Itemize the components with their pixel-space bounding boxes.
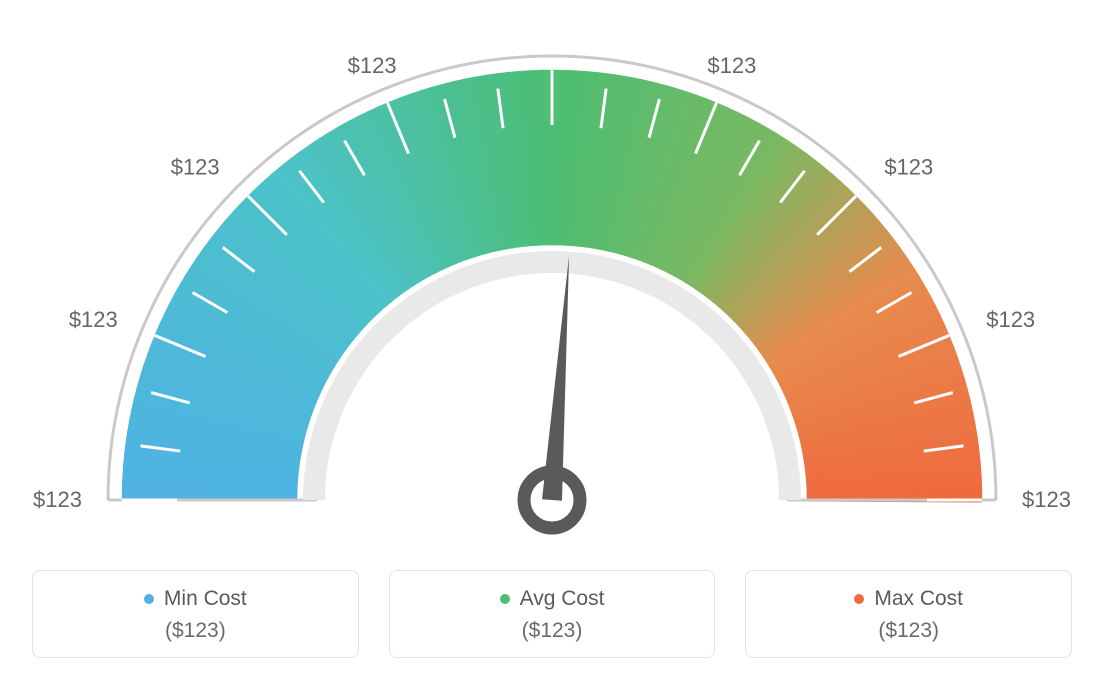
legend-dot-max: [854, 594, 864, 604]
gauge-svg: $123 $123 $123 $123 $123 $123 $123 $123: [0, 0, 1104, 560]
svg-text:$123: $123: [986, 307, 1035, 332]
svg-text:$123: $123: [33, 487, 82, 512]
svg-text:$123: $123: [171, 155, 220, 180]
legend-card-min: Min Cost ($123): [32, 570, 359, 658]
legend-card-avg: Avg Cost ($123): [389, 570, 716, 658]
svg-text:$123: $123: [69, 307, 118, 332]
legend-dot-min: [144, 594, 154, 604]
legend-title-avg: Avg Cost: [500, 587, 605, 611]
legend-value-min: ($123): [43, 619, 348, 643]
legend-row: Min Cost ($123) Avg Cost ($123) Max Cost…: [32, 570, 1072, 658]
legend-value-max: ($123): [756, 619, 1061, 643]
legend-label-max: Max Cost: [874, 587, 963, 611]
svg-text:$123: $123: [884, 155, 933, 180]
svg-text:$123: $123: [348, 53, 397, 78]
legend-dot-avg: [500, 594, 510, 604]
legend-card-max: Max Cost ($123): [745, 570, 1072, 658]
gauge-chart: $123 $123 $123 $123 $123 $123 $123 $123: [0, 0, 1104, 560]
svg-text:$123: $123: [1022, 487, 1071, 512]
legend-title-max: Max Cost: [854, 587, 963, 611]
svg-text:$123: $123: [707, 53, 756, 78]
legend-title-min: Min Cost: [144, 587, 247, 611]
legend-label-min: Min Cost: [164, 587, 247, 611]
legend-value-avg: ($123): [400, 619, 705, 643]
legend-label-avg: Avg Cost: [520, 587, 605, 611]
